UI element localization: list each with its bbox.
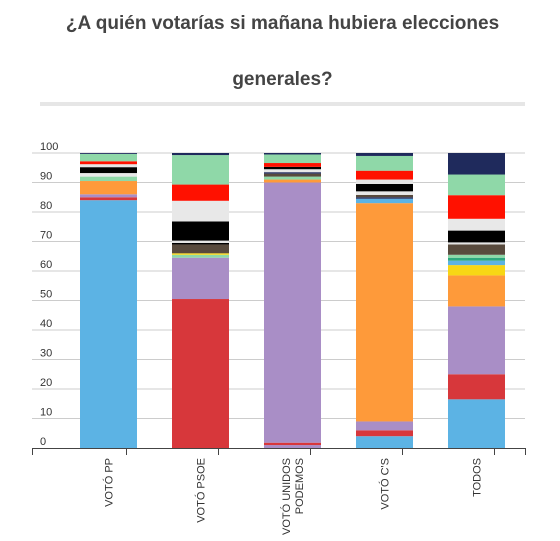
bar-segment — [448, 230, 505, 243]
bar-segment — [172, 221, 229, 241]
bar-segment — [356, 170, 413, 180]
bar-4 — [448, 153, 505, 448]
bar-segment — [80, 153, 137, 154]
bar-segment — [448, 195, 505, 219]
bar-segment — [80, 167, 137, 174]
y-tick-label: 90 — [40, 171, 52, 183]
bar-segment — [264, 153, 321, 155]
bar-segment — [80, 164, 137, 168]
title-divider — [40, 102, 525, 106]
y-tick-label: 20 — [40, 377, 52, 389]
bar-segment — [172, 155, 229, 185]
bar-segment — [356, 436, 413, 448]
bar-segment — [172, 240, 229, 243]
y-tick-label: 80 — [40, 200, 52, 212]
bar-segment — [448, 254, 505, 258]
bar-segment — [448, 153, 505, 175]
bar-segment — [356, 191, 413, 195]
y-tick-label: 50 — [40, 289, 52, 301]
bar-segment — [172, 184, 229, 201]
bar-segment — [264, 442, 321, 446]
bar-2 — [264, 153, 321, 448]
bar-segment — [448, 260, 505, 266]
bar-segment — [448, 399, 505, 448]
bar-segment — [356, 194, 413, 198]
bar-segment — [80, 176, 137, 182]
bar-segment — [80, 173, 137, 177]
y-tick-label: 100 — [40, 141, 58, 153]
bar-segment — [264, 172, 321, 174]
bar-segment — [448, 242, 505, 245]
bar-segment — [356, 430, 413, 437]
bar-segment — [80, 161, 137, 165]
bar-segment — [356, 179, 413, 184]
bar-segment — [356, 155, 413, 171]
bar-segment — [264, 173, 321, 177]
bar-segment — [356, 198, 413, 204]
bar-segment — [172, 254, 229, 258]
bar-segment — [356, 203, 413, 422]
bar-segment — [356, 153, 413, 156]
x-category-label: VOTÓ PSOE — [195, 458, 208, 523]
bar-segment — [80, 200, 137, 448]
x-category-label: VOTÓ UNIDOSPODEMOS — [280, 458, 306, 535]
bar-segment — [264, 163, 321, 167]
bar-segment — [264, 445, 321, 448]
bar-segment — [264, 166, 321, 170]
bar-segment — [80, 197, 137, 201]
bar-segment — [448, 257, 505, 261]
bar-segment — [172, 153, 229, 156]
bar-segment — [80, 194, 137, 198]
bar-segment — [448, 218, 505, 231]
x-axis — [32, 448, 526, 455]
bar-segment — [172, 257, 229, 300]
bar-segment — [448, 275, 505, 307]
bar-segment — [172, 242, 229, 245]
x-category-label: VOTÓ C'S — [379, 458, 392, 510]
bar-segment — [264, 154, 321, 164]
bar-segment — [172, 253, 229, 255]
y-tick-label: 60 — [40, 259, 52, 271]
y-tick-label: 0 — [40, 436, 46, 448]
bar-segment — [356, 183, 413, 192]
y-tick-label: 10 — [40, 407, 52, 419]
bar-segment — [448, 265, 505, 276]
bar-segment — [356, 197, 413, 199]
bar-segment — [356, 421, 413, 431]
y-tick-label: 40 — [40, 318, 52, 330]
bar-1 — [172, 153, 229, 448]
y-tick-label: 30 — [40, 348, 52, 360]
x-category-label: TODOS — [472, 458, 484, 497]
bar-segment — [448, 374, 505, 400]
stacked-bars — [80, 153, 505, 448]
chart-title: ¿A quién votarías si mañana hubiera elec… — [65, 13, 500, 90]
bar-segment — [448, 244, 505, 255]
bar-segment — [172, 299, 229, 448]
bar-0 — [80, 153, 137, 448]
bar-segment — [172, 200, 229, 222]
bar-3 — [356, 153, 413, 448]
bar-segment — [264, 179, 321, 183]
bar-segment — [448, 174, 505, 196]
bar-segment — [264, 169, 321, 173]
bar-segment — [264, 182, 321, 443]
bar-segment — [172, 244, 229, 254]
bar-segment — [264, 176, 321, 180]
bar-segment — [80, 181, 137, 195]
y-tick-label: 70 — [40, 230, 52, 242]
x-category-label: VOTÓ PP — [103, 458, 116, 507]
bar-segment — [448, 306, 505, 375]
bar-segment — [80, 153, 137, 162]
x-axis-category-labels: VOTÓ PP VOTÓ PSOE VOTÓ UNIDOSPODEMOS VOTÓ C… — [103, 458, 484, 535]
